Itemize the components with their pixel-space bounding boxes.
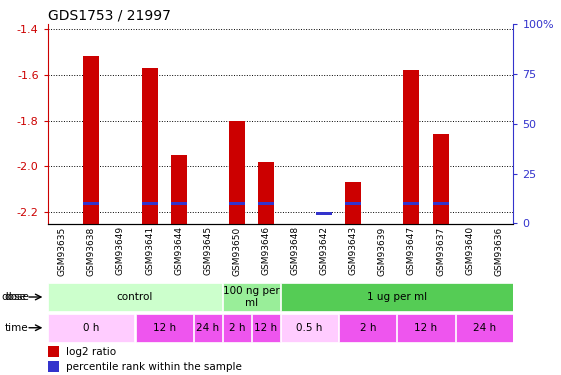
Text: 24 h: 24 h bbox=[196, 323, 219, 333]
Bar bbox=[141, 202, 158, 205]
Text: 2 h: 2 h bbox=[228, 323, 245, 333]
Bar bbox=[258, 162, 274, 224]
Text: 2 h: 2 h bbox=[360, 323, 376, 333]
Bar bbox=[403, 70, 420, 224]
Text: percentile rank within the sample: percentile rank within the sample bbox=[66, 362, 242, 372]
Text: GDS1753 / 21997: GDS1753 / 21997 bbox=[48, 9, 171, 22]
Text: dose: dose bbox=[1, 292, 26, 302]
Bar bbox=[403, 202, 420, 205]
Bar bbox=[456, 314, 513, 342]
Bar bbox=[281, 314, 338, 342]
Text: 100 ng per
ml: 100 ng per ml bbox=[223, 286, 280, 308]
Text: 1 ug per ml: 1 ug per ml bbox=[367, 292, 427, 302]
Text: 12 h: 12 h bbox=[153, 323, 176, 333]
Bar bbox=[194, 314, 222, 342]
Text: 12 h: 12 h bbox=[415, 323, 438, 333]
Bar bbox=[252, 314, 280, 342]
Bar bbox=[345, 182, 361, 224]
Bar bbox=[398, 314, 454, 342]
Text: 12 h: 12 h bbox=[254, 323, 278, 333]
Text: 24 h: 24 h bbox=[473, 323, 496, 333]
Bar bbox=[84, 202, 99, 205]
Bar bbox=[316, 212, 332, 215]
Bar bbox=[48, 314, 135, 342]
Bar bbox=[345, 202, 361, 205]
Bar bbox=[141, 68, 158, 224]
Bar bbox=[136, 314, 192, 342]
Text: control: control bbox=[117, 292, 153, 302]
Bar bbox=[433, 202, 449, 205]
Bar bbox=[229, 120, 245, 224]
Bar bbox=[48, 361, 59, 372]
Text: 0 h: 0 h bbox=[83, 323, 99, 333]
Text: log2 ratio: log2 ratio bbox=[66, 346, 117, 357]
Text: time: time bbox=[4, 323, 29, 333]
Bar bbox=[48, 346, 59, 357]
Bar bbox=[171, 155, 187, 224]
Bar bbox=[84, 56, 99, 223]
Text: dose: dose bbox=[4, 292, 30, 302]
Bar bbox=[339, 314, 396, 342]
Bar bbox=[171, 202, 187, 205]
Bar bbox=[433, 134, 449, 224]
Bar bbox=[258, 202, 274, 205]
Bar bbox=[48, 283, 222, 311]
Text: 0.5 h: 0.5 h bbox=[296, 323, 323, 333]
Bar bbox=[223, 314, 251, 342]
Bar bbox=[223, 283, 280, 311]
Bar bbox=[229, 202, 245, 205]
Bar bbox=[281, 283, 513, 311]
